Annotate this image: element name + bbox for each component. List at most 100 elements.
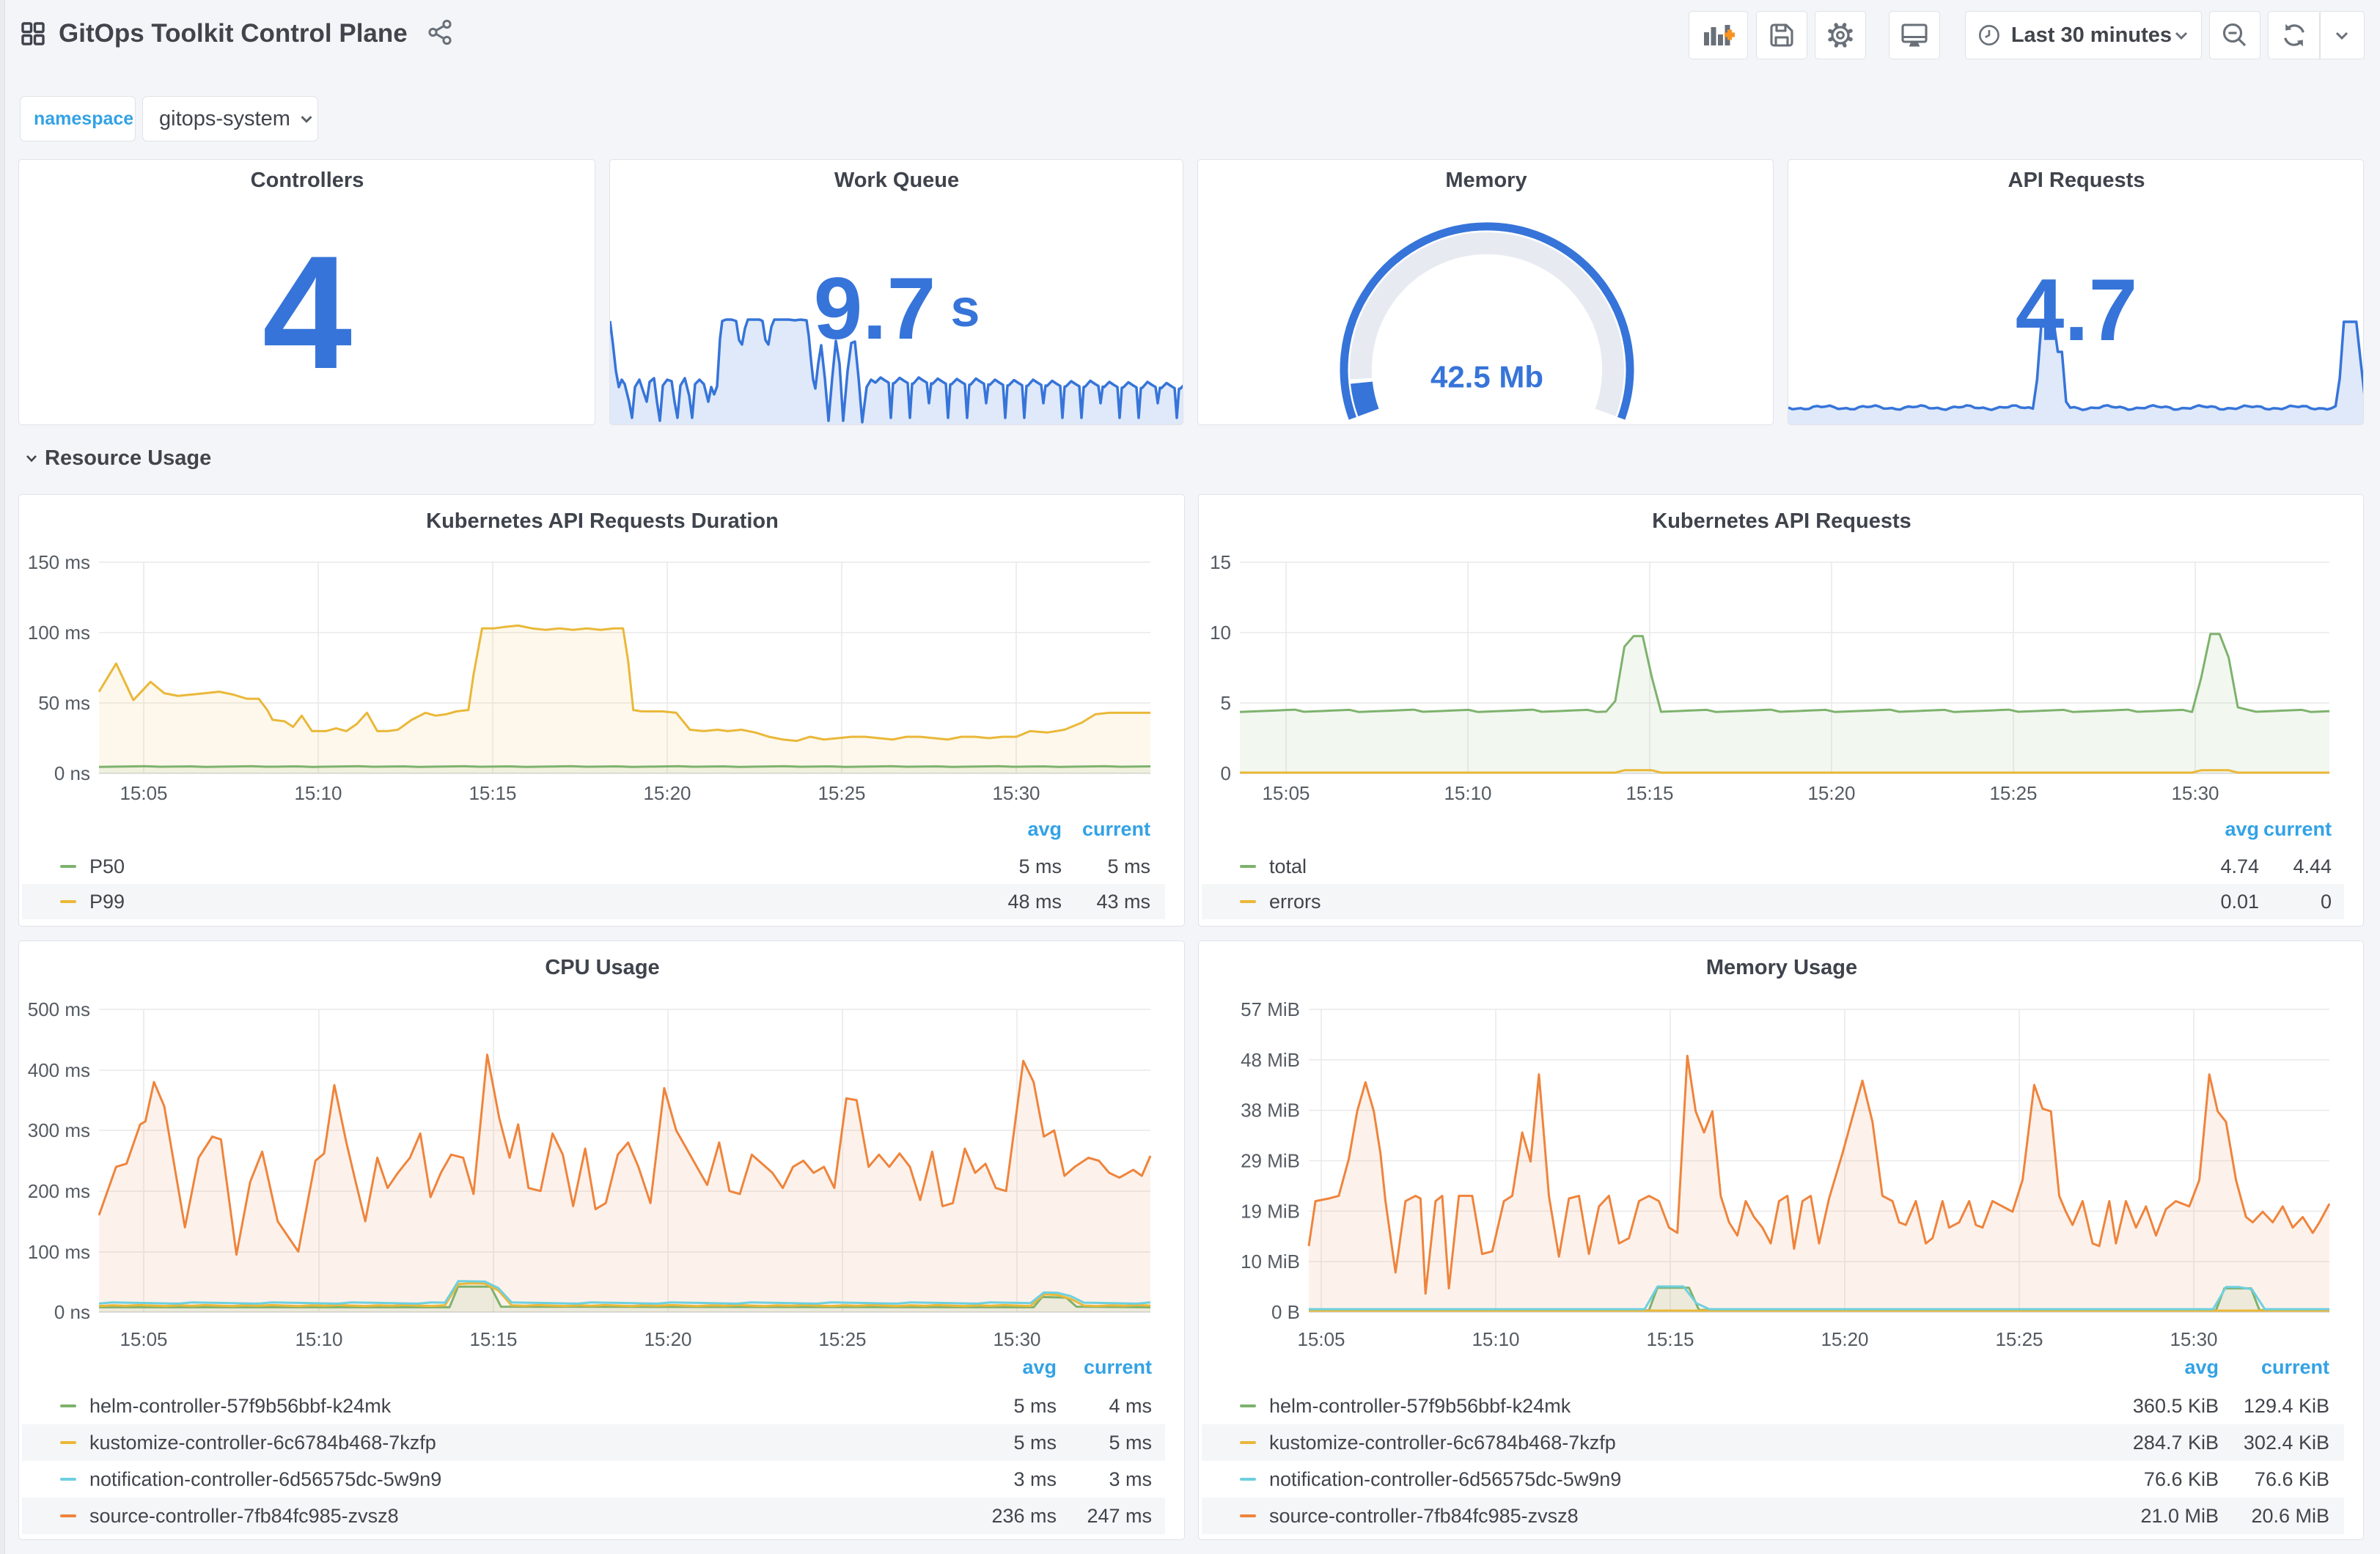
svg-text:100 ms: 100 ms <box>28 1241 90 1263</box>
svg-text:3 ms: 3 ms <box>1013 1468 1057 1490</box>
svg-text:Kubernetes API Requests: Kubernetes API Requests <box>1652 509 1911 533</box>
svg-text:errors: errors <box>1269 891 1321 913</box>
svg-text:source-controller-7fb84fc985-z: source-controller-7fb84fc985-zvsz8 <box>1269 1505 1579 1527</box>
svg-text:4 ms: 4 ms <box>1109 1395 1152 1417</box>
svg-text:200 ms: 200 ms <box>28 1180 90 1202</box>
svg-text:10 MiB: 10 MiB <box>1241 1251 1300 1273</box>
svg-text:19 MiB: 19 MiB <box>1241 1200 1300 1222</box>
svg-text:0.01: 0.01 <box>2220 891 2259 913</box>
svg-text:15:30: 15:30 <box>992 782 1040 804</box>
svg-text:notification-controller-6d5657: notification-controller-6d56575dc-5w9n9 <box>89 1468 441 1490</box>
svg-text:avg: avg <box>1022 1356 1057 1378</box>
svg-text:38 MiB: 38 MiB <box>1241 1100 1300 1122</box>
svg-text:15:20: 15:20 <box>644 1328 691 1350</box>
svg-text:helm-controller-57f9b56bbf-k24: helm-controller-57f9b56bbf-k24mk <box>89 1395 392 1417</box>
svg-text:29 MiB: 29 MiB <box>1241 1150 1300 1172</box>
svg-text:15:05: 15:05 <box>1297 1328 1345 1350</box>
svg-text:0: 0 <box>1221 762 1231 784</box>
svg-text:4.7: 4.7 <box>2016 261 2138 359</box>
svg-text:57 MiB: 57 MiB <box>1241 998 1300 1020</box>
svg-text:5: 5 <box>1221 692 1231 714</box>
svg-text:5 ms: 5 ms <box>1013 1432 1057 1454</box>
svg-text:48 MiB: 48 MiB <box>1241 1049 1300 1071</box>
svg-text:15:25: 15:25 <box>1995 1328 2043 1350</box>
svg-text:source-controller-7fb84fc985-z: source-controller-7fb84fc985-zvsz8 <box>89 1505 399 1527</box>
svg-text:current: current <box>1084 1356 1152 1378</box>
svg-text:15:20: 15:20 <box>643 782 691 804</box>
svg-text:4.74: 4.74 <box>2220 855 2259 877</box>
svg-text:15:15: 15:15 <box>1626 782 1673 804</box>
svg-text:0 ns: 0 ns <box>54 762 90 784</box>
svg-text:10: 10 <box>1210 622 1231 644</box>
svg-text:total: total <box>1269 855 1307 877</box>
svg-text:15:10: 15:10 <box>294 782 342 804</box>
svg-text:15:15: 15:15 <box>469 782 516 804</box>
svg-text:300 ms: 300 ms <box>28 1119 90 1141</box>
svg-text:0 ns: 0 ns <box>54 1301 90 1323</box>
svg-text:500 ms: 500 ms <box>28 998 90 1020</box>
svg-text:284.7 KiB: 284.7 KiB <box>2133 1432 2219 1454</box>
svg-text:15: 15 <box>1210 551 1231 573</box>
svg-text:43 ms: 43 ms <box>1096 891 1150 913</box>
svg-text:15:10: 15:10 <box>1444 782 1491 804</box>
svg-text:kustomize-controller-6c6784b46: kustomize-controller-6c6784b468-7kzfp <box>89 1432 436 1454</box>
svg-text:15:20: 15:20 <box>1821 1328 1868 1350</box>
svg-text:P99: P99 <box>89 891 125 913</box>
svg-text:48 ms: 48 ms <box>1007 891 1062 913</box>
svg-text:15:30: 15:30 <box>2170 1328 2217 1350</box>
svg-text:3 ms: 3 ms <box>1109 1468 1152 1490</box>
svg-text:Kubernetes API Requests Durati: Kubernetes API Requests Duration <box>426 509 779 533</box>
svg-text:Work Queue: Work Queue <box>834 169 959 192</box>
svg-text:100 ms: 100 ms <box>28 622 90 644</box>
svg-text:302.4 KiB: 302.4 KiB <box>2244 1432 2329 1454</box>
svg-text:current: current <box>2261 1356 2329 1378</box>
svg-text:76.6 KiB: 76.6 KiB <box>2255 1468 2329 1490</box>
svg-text:21.0 MiB: 21.0 MiB <box>2140 1505 2219 1527</box>
svg-text:15:30: 15:30 <box>993 1328 1040 1350</box>
svg-text:360.5 KiB: 360.5 KiB <box>2133 1395 2219 1417</box>
svg-text:4: 4 <box>262 222 352 402</box>
svg-text:kustomize-controller-6c6784b46: kustomize-controller-6c6784b468-7kzfp <box>1269 1432 1616 1454</box>
svg-text:Memory: Memory <box>1445 169 1527 192</box>
svg-text:15:10: 15:10 <box>1472 1328 1519 1350</box>
svg-text:notification-controller-6d5657: notification-controller-6d56575dc-5w9n9 <box>1269 1468 1621 1490</box>
svg-text:P50: P50 <box>89 855 125 877</box>
svg-text:API Requests: API Requests <box>2008 169 2145 192</box>
svg-text:76.6 KiB: 76.6 KiB <box>2144 1468 2219 1490</box>
svg-text:current: current <box>2263 818 2332 840</box>
svg-text:5 ms: 5 ms <box>1109 1432 1152 1454</box>
svg-text:avg: avg <box>1027 818 1062 840</box>
svg-text:15:05: 15:05 <box>1262 782 1310 804</box>
svg-text:15:15: 15:15 <box>1646 1328 1694 1350</box>
svg-text:5 ms: 5 ms <box>1107 855 1150 877</box>
svg-text:5 ms: 5 ms <box>1018 855 1062 877</box>
svg-text:current: current <box>1082 818 1150 840</box>
svg-text:236 ms: 236 ms <box>991 1505 1057 1527</box>
svg-text:9.7 s: 9.7 s <box>814 259 980 358</box>
svg-text:15:05: 15:05 <box>120 1328 167 1350</box>
svg-text:400 ms: 400 ms <box>28 1059 90 1081</box>
svg-text:15:20: 15:20 <box>1807 782 1855 804</box>
svg-text:5 ms: 5 ms <box>1013 1395 1057 1417</box>
svg-text:15:25: 15:25 <box>818 782 865 804</box>
svg-text:50 ms: 50 ms <box>38 692 90 714</box>
svg-text:150 ms: 150 ms <box>28 551 90 573</box>
svg-text:avg: avg <box>2225 818 2259 840</box>
svg-text:15:30: 15:30 <box>2171 782 2219 804</box>
svg-text:15:10: 15:10 <box>295 1328 342 1350</box>
svg-text:0 B: 0 B <box>1271 1301 1300 1323</box>
svg-text:247 ms: 247 ms <box>1087 1505 1152 1527</box>
svg-text:42.5 Mb: 42.5 Mb <box>1430 360 1543 394</box>
svg-text:15:25: 15:25 <box>818 1328 866 1350</box>
svg-text:15:05: 15:05 <box>120 782 167 804</box>
svg-text:Memory Usage: Memory Usage <box>1706 956 1857 979</box>
svg-text:0: 0 <box>2321 891 2332 913</box>
svg-text:4.44: 4.44 <box>2293 855 2332 877</box>
svg-text:20.6 MiB: 20.6 MiB <box>2251 1505 2329 1527</box>
svg-text:15:15: 15:15 <box>469 1328 517 1350</box>
svg-text:129.4 KiB: 129.4 KiB <box>2244 1395 2329 1417</box>
svg-text:Controllers: Controllers <box>251 169 364 192</box>
svg-text:CPU Usage: CPU Usage <box>545 956 659 979</box>
svg-text:helm-controller-57f9b56bbf-k24: helm-controller-57f9b56bbf-k24mk <box>1269 1395 1571 1417</box>
svg-text:15:25: 15:25 <box>1989 782 2037 804</box>
